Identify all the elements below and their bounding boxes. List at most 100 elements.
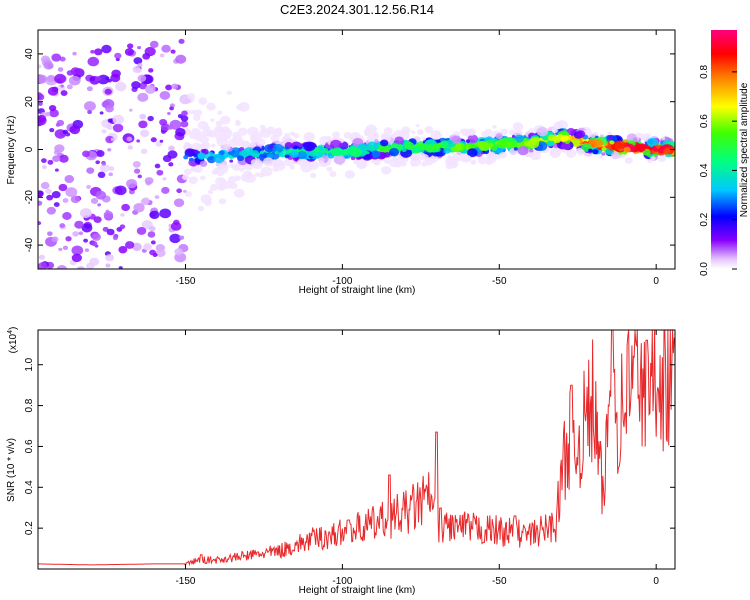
spectrogram-cell bbox=[424, 125, 434, 134]
spectrogram-cell bbox=[239, 167, 245, 172]
spectrogram-cell bbox=[101, 161, 106, 166]
snr-x-ticks: -150 -100 -50 0 bbox=[175, 330, 659, 587]
spectrogram-cell bbox=[132, 160, 141, 168]
spectrogram-cell bbox=[221, 128, 233, 138]
spectrogram-cell bbox=[161, 44, 171, 53]
spectrogram-cell bbox=[59, 223, 66, 228]
spectrogram-cell bbox=[223, 144, 231, 151]
spectrogram-cell bbox=[646, 137, 659, 148]
spectrogram-cell bbox=[467, 148, 478, 158]
spectrogram-cell bbox=[69, 280, 74, 284]
spectrogram-cell bbox=[173, 198, 185, 208]
spectrogram-cell bbox=[600, 134, 604, 138]
spectrogram-cell bbox=[416, 152, 426, 160]
y-tick-label: 0.8 bbox=[24, 398, 35, 412]
spectrogram-cell bbox=[51, 191, 61, 199]
spectrogram-cell bbox=[651, 146, 658, 151]
spectrogram-cell bbox=[112, 114, 124, 125]
spectrogram-cell bbox=[127, 145, 133, 150]
spectrogram-cell bbox=[65, 187, 78, 198]
spectrogram-cell bbox=[105, 104, 114, 113]
spectrogram-cell bbox=[114, 185, 127, 196]
spectrogram-cell bbox=[182, 174, 190, 181]
spectrogram-cell bbox=[284, 154, 290, 159]
spectrogram-cell bbox=[322, 147, 329, 154]
spectrogram-cell bbox=[219, 178, 227, 184]
spectrogram-cell bbox=[193, 165, 203, 173]
spectrogram-cell bbox=[162, 177, 167, 181]
spectrogram-cell bbox=[330, 139, 342, 150]
spectrogram-cell bbox=[62, 198, 69, 203]
spectrogram-cell bbox=[51, 53, 62, 62]
spectrogram-cell bbox=[52, 155, 61, 163]
spectrogram-cell bbox=[259, 124, 266, 130]
spectrogram-cell bbox=[190, 109, 196, 115]
spectrogram-cell bbox=[441, 141, 449, 148]
spectrogram-cell bbox=[210, 118, 215, 122]
spectrogram-cell bbox=[52, 292, 57, 296]
spectrogram-cell bbox=[47, 231, 53, 237]
spectrogram-cell bbox=[554, 148, 562, 155]
spectrogram-cell bbox=[96, 286, 100, 289]
spectrogram-cell bbox=[131, 81, 141, 89]
spectrogram-cell bbox=[344, 170, 355, 179]
spectrogram-cell bbox=[169, 233, 181, 244]
spectrogram-cell bbox=[159, 208, 172, 219]
spectrogram-cell bbox=[284, 145, 290, 150]
spectrogram-cell bbox=[551, 127, 558, 133]
spectrogram-cell bbox=[60, 90, 68, 96]
spectrogram-cell bbox=[132, 242, 142, 251]
spectrogram-cell bbox=[373, 160, 381, 166]
spectrogram-cell bbox=[272, 128, 283, 138]
spectrogram-cell bbox=[156, 169, 164, 176]
spectrogram-cell bbox=[495, 132, 503, 140]
y-tick-label: 0 bbox=[24, 146, 35, 152]
spectrogram-cell bbox=[256, 138, 266, 147]
spectrogram-cell bbox=[94, 48, 103, 56]
spectrogram-cell bbox=[171, 272, 176, 276]
spectrogram-cell bbox=[114, 52, 122, 59]
spectrogram-cell bbox=[350, 156, 356, 161]
spectrogram-cell bbox=[477, 156, 488, 165]
y-tick-label: 40 bbox=[24, 48, 35, 60]
spectrogram-cell bbox=[219, 150, 225, 156]
spectrogram-cell bbox=[237, 155, 245, 162]
spectrogram-cell bbox=[87, 56, 100, 67]
spectrogram-cell bbox=[91, 241, 98, 247]
spectrogram-cell bbox=[178, 235, 185, 240]
snr-frame bbox=[37, 329, 676, 570]
spectrogram-cell bbox=[107, 148, 112, 152]
spectrogram-cell bbox=[181, 110, 188, 116]
spectrogram-cell bbox=[250, 150, 260, 158]
spectrogram-cell bbox=[284, 132, 290, 138]
spectrogram-cell bbox=[65, 236, 72, 242]
spectrogram-cell bbox=[159, 118, 168, 126]
spectrogram-cell bbox=[99, 111, 104, 115]
colorbar-tick-label: 0.6 bbox=[699, 114, 710, 128]
spectrogram-cell bbox=[217, 184, 225, 191]
spectrogram-cell bbox=[513, 147, 518, 151]
spectrogram-cell bbox=[207, 189, 214, 195]
spectrogram-cell bbox=[86, 167, 95, 174]
spectrogram-cell bbox=[213, 153, 225, 164]
spectrogram-cell bbox=[126, 136, 133, 142]
spectrogram-cell bbox=[46, 206, 56, 215]
spectrogram-cell bbox=[244, 173, 256, 184]
spectrogram-cell bbox=[200, 175, 206, 181]
spectrogram-cell bbox=[72, 51, 77, 56]
spectrogram-cell bbox=[488, 142, 494, 148]
spectrogram-cell bbox=[237, 127, 248, 136]
spectrogram-cell bbox=[183, 155, 189, 160]
figure-title: C2E3.2024.301.12.56.R14 bbox=[280, 2, 434, 17]
spectrogram-cell bbox=[262, 157, 274, 167]
spectrogram-cell bbox=[632, 137, 638, 142]
spectrogram-cell bbox=[234, 175, 241, 181]
spectrogram-cell bbox=[250, 136, 258, 143]
spectrogram-cell bbox=[149, 210, 160, 220]
spectrogram-cell bbox=[188, 157, 194, 162]
spectrogram-cell bbox=[127, 43, 134, 49]
spectrogram-cell bbox=[247, 126, 259, 137]
spectrogram-cell bbox=[129, 108, 133, 112]
x-tick-label: -100 bbox=[332, 576, 352, 587]
x-tick-label: -150 bbox=[175, 276, 195, 287]
